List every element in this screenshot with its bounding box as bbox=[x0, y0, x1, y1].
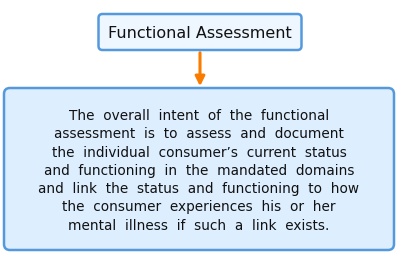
Text: the  individual  consumer’s  current  status: the individual consumer’s current status bbox=[52, 145, 346, 159]
Text: The  overall  intent  of  the  functional: The overall intent of the functional bbox=[69, 108, 329, 122]
FancyBboxPatch shape bbox=[4, 89, 394, 250]
FancyArrowPatch shape bbox=[196, 54, 204, 84]
Text: Functional Assessment: Functional Assessment bbox=[108, 25, 292, 40]
FancyBboxPatch shape bbox=[98, 15, 302, 51]
Text: mental  illness  if  such  a  link  exists.: mental illness if such a link exists. bbox=[68, 218, 330, 232]
Text: the  consumer  experiences  his  or  her: the consumer experiences his or her bbox=[62, 200, 336, 214]
Text: and  link  the  status  and  functioning  to  how: and link the status and functioning to h… bbox=[38, 181, 360, 195]
Text: and  functioning  in  the  mandated  domains: and functioning in the mandated domains bbox=[44, 163, 354, 177]
Text: assessment  is  to  assess  and  document: assessment is to assess and document bbox=[54, 127, 344, 141]
